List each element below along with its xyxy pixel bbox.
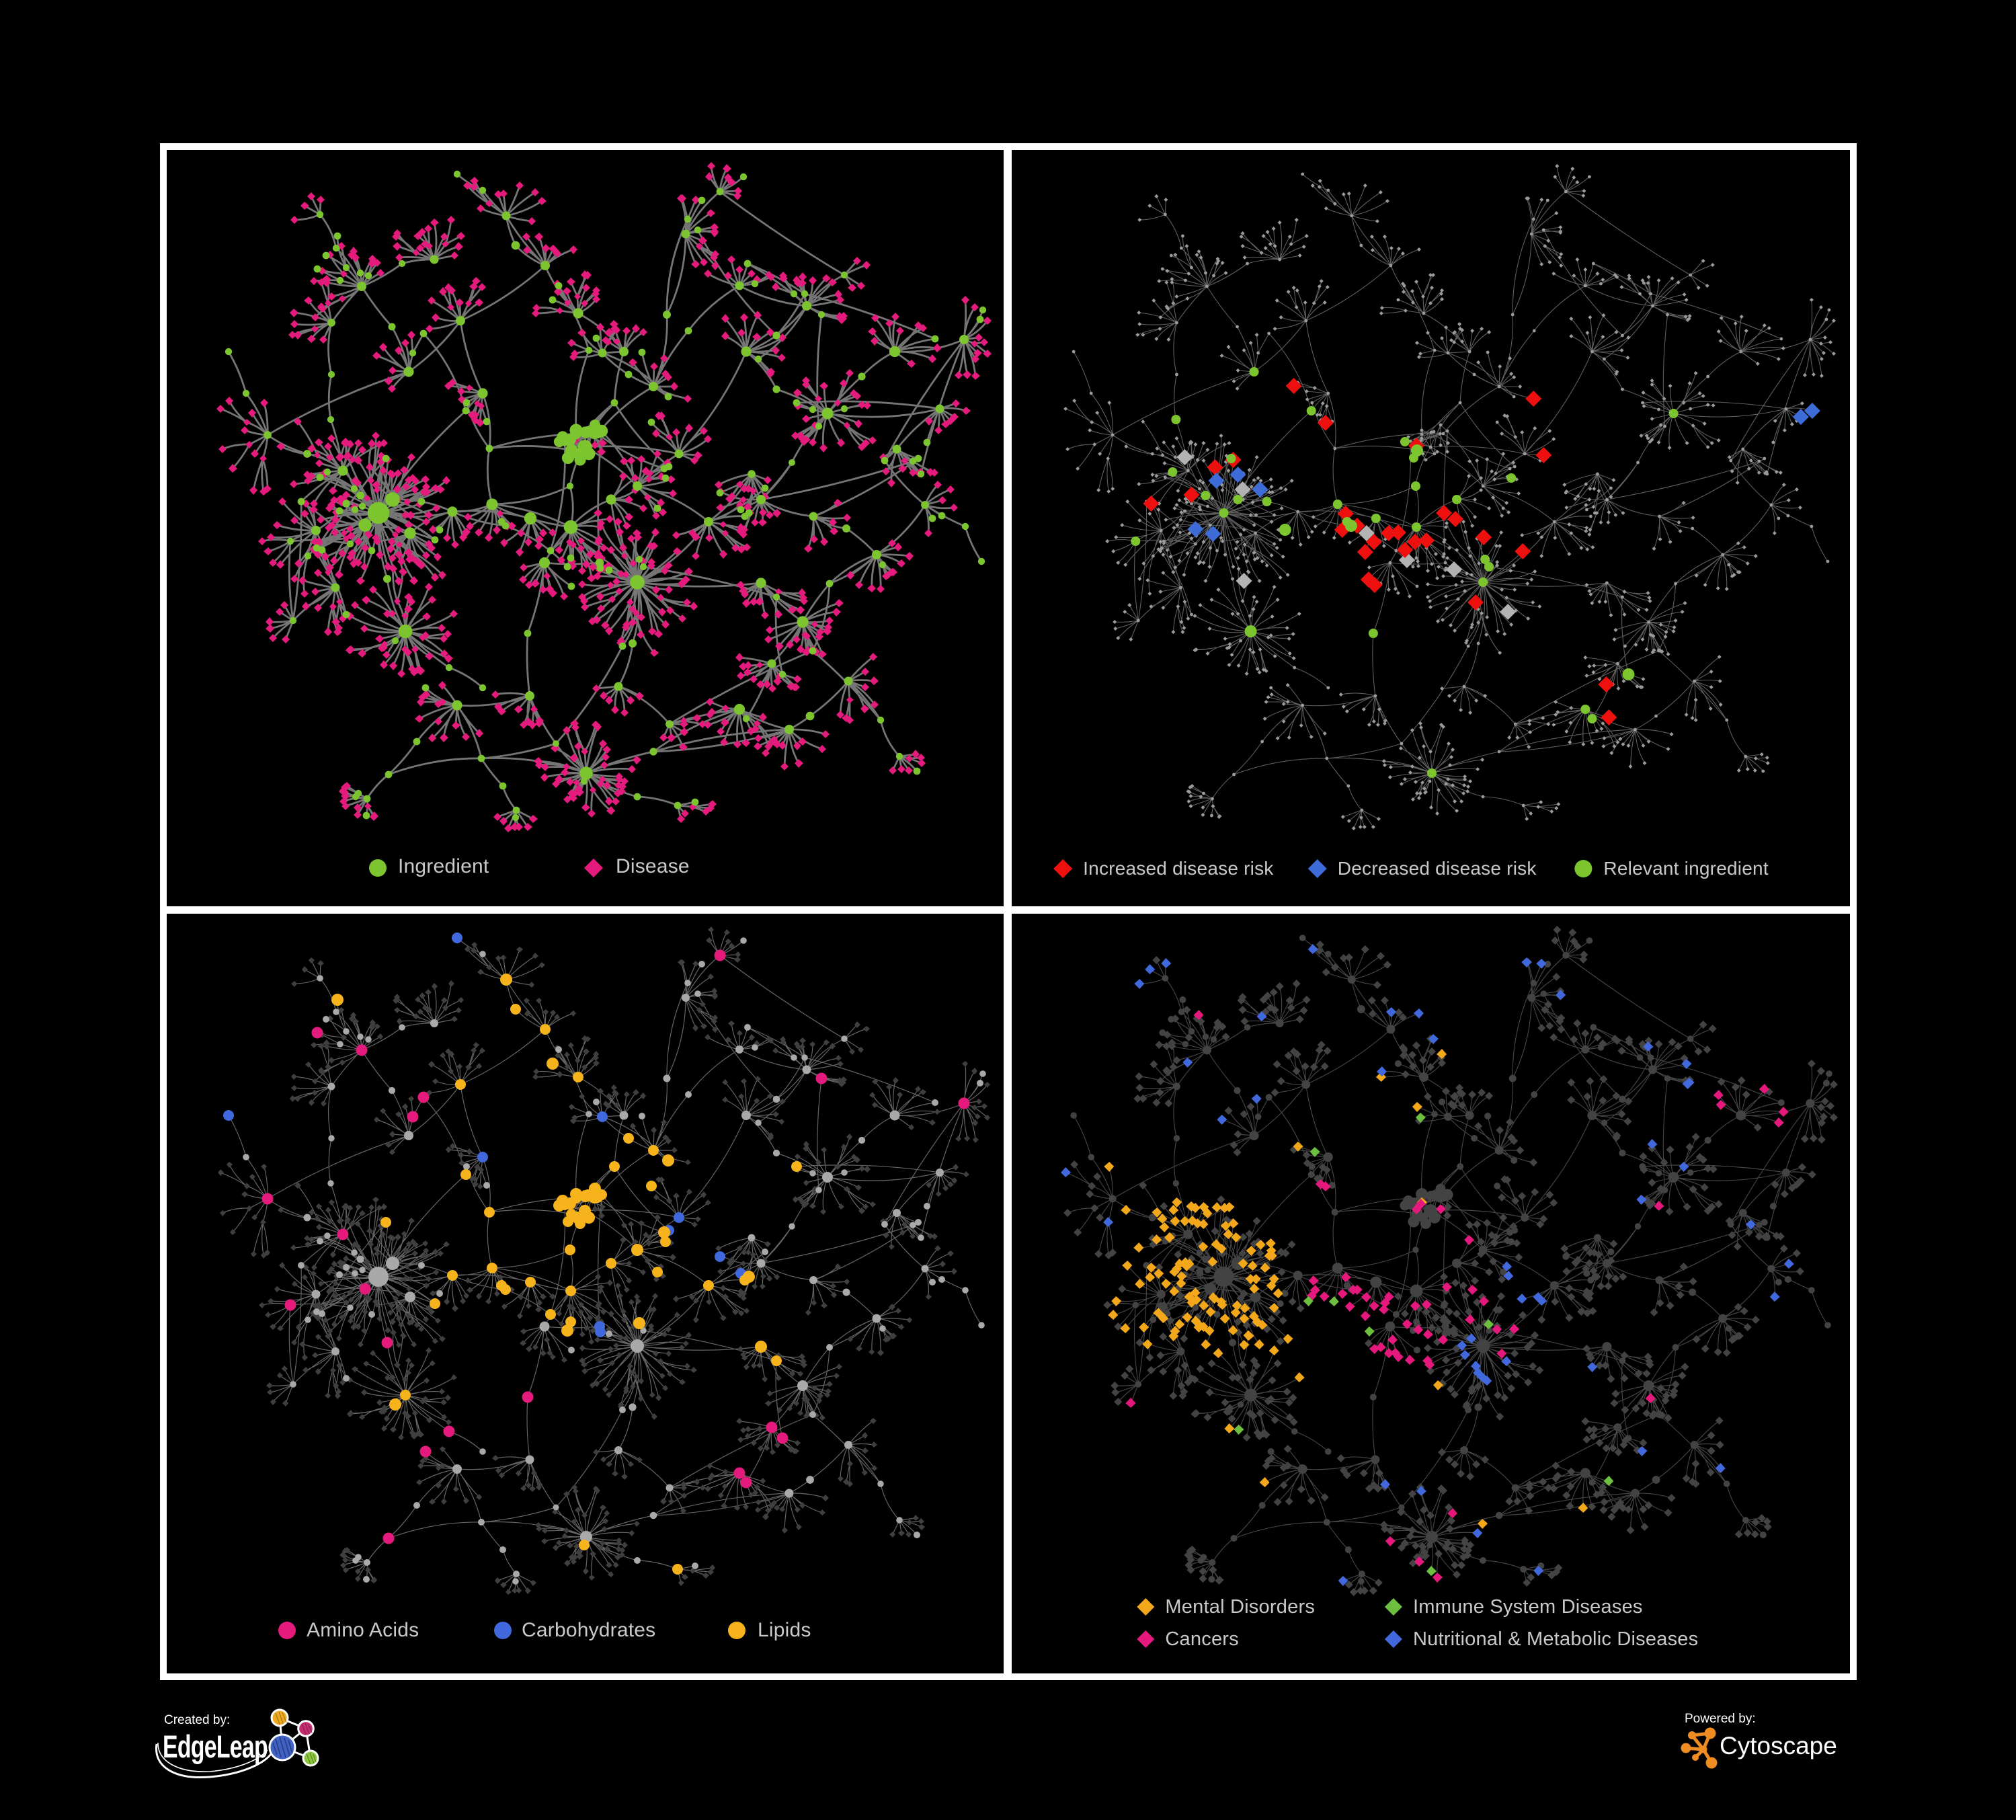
svg-text:Ingredient: Ingredient [398, 855, 489, 877]
svg-text:Disease: Disease [616, 855, 690, 877]
svg-text:Mental Disorders: Mental Disorders [1165, 1596, 1315, 1618]
svg-text:Immune System Diseases: Immune System Diseases [1413, 1596, 1643, 1618]
svg-text:Nutritional & Metabolic Diseas: Nutritional & Metabolic Diseases [1413, 1628, 1698, 1650]
svg-text:Carbohydrates: Carbohydrates [522, 1619, 655, 1641]
svg-text:Cancers: Cancers [1165, 1628, 1239, 1650]
svg-text:Lipids: Lipids [758, 1619, 811, 1641]
svg-text:Relevant ingredient: Relevant ingredient [1603, 858, 1768, 879]
svg-text:Increased disease risk: Increased disease risk [1083, 858, 1274, 879]
svg-text:Amino Acids: Amino Acids [307, 1619, 419, 1641]
svg-text:Decreased disease risk: Decreased disease risk [1338, 858, 1537, 879]
